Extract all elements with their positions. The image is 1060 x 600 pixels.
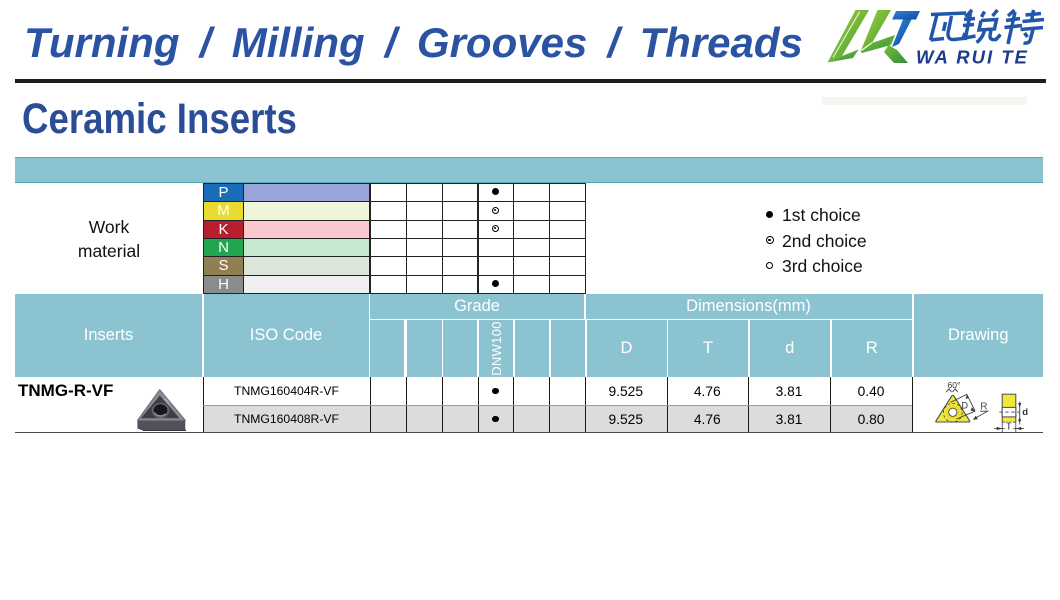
svg-text:R: R — [980, 402, 987, 413]
svg-text:60°: 60° — [948, 380, 961, 390]
svg-text:WA RUI TE: WA RUI TE — [916, 47, 1029, 68]
svg-text:d: d — [1022, 407, 1028, 418]
svg-text:T: T — [1006, 422, 1012, 433]
svg-text:D: D — [962, 401, 969, 411]
